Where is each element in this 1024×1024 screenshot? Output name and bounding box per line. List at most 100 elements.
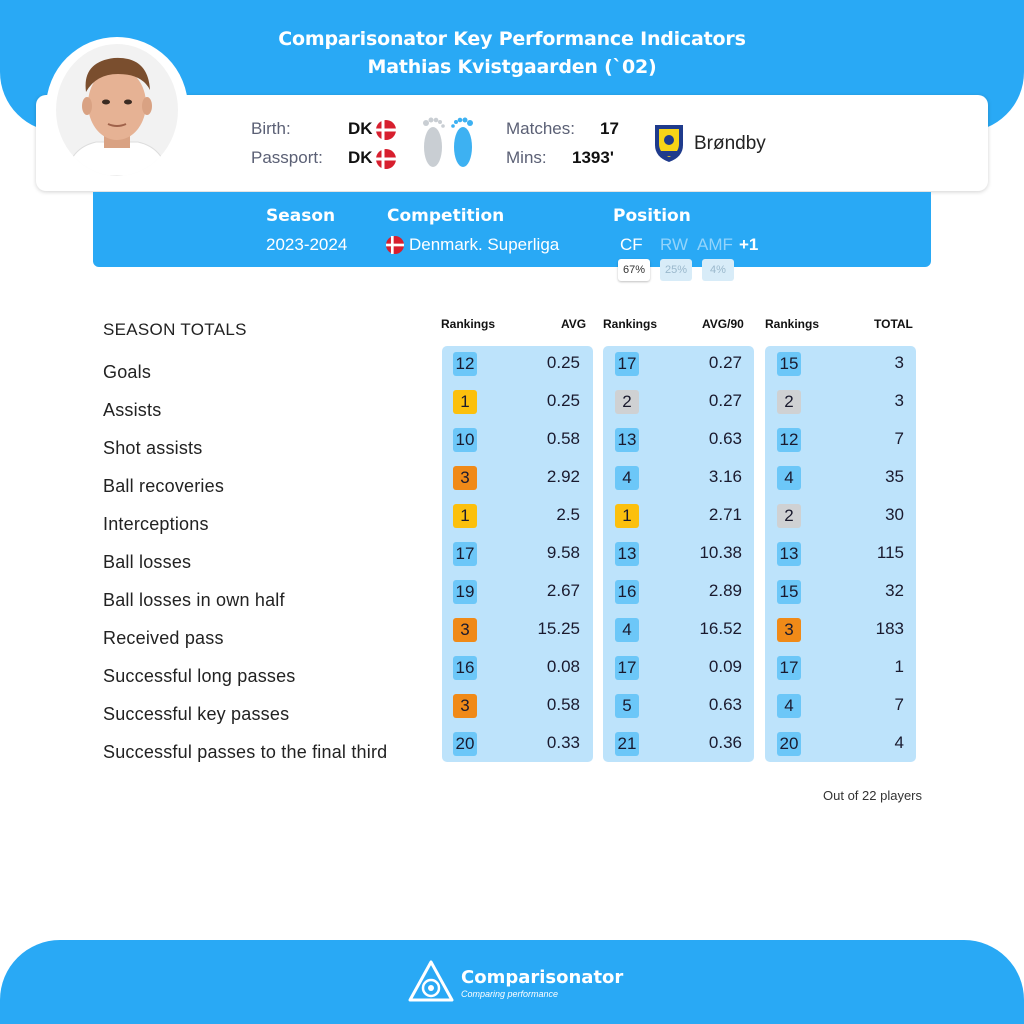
brand-name: Comparisonator xyxy=(461,967,624,988)
rank-avg: 1 xyxy=(453,390,477,414)
avg-value: 0.58 xyxy=(546,695,580,714)
avg-value: 15.25 xyxy=(537,619,580,638)
rank-avg: 17 xyxy=(453,542,477,566)
col-header-avg: AVG xyxy=(561,317,587,331)
denmark-flag-icon xyxy=(376,120,396,140)
stat-label: Ball losses xyxy=(103,552,192,572)
rank-avg90: 1 xyxy=(615,504,639,528)
rank-total: 3 xyxy=(777,618,801,642)
rank-avg90: 5 xyxy=(615,694,639,718)
mins-value: 1393' xyxy=(572,148,614,167)
competition-label: Competition xyxy=(387,206,505,226)
rank-avg90: 13 xyxy=(615,542,639,566)
rank-avg: 3 xyxy=(453,466,477,490)
avg90-value: 0.36 xyxy=(708,733,742,752)
rank-total: 2 xyxy=(777,504,801,528)
player-avatar xyxy=(56,44,178,176)
stat-label: Shot assists xyxy=(103,438,203,458)
avg-value: 2.5 xyxy=(556,505,580,524)
rank-total: 20 xyxy=(777,732,801,756)
stat-label: Ball losses in own half xyxy=(103,590,285,610)
rank-avg90: 21 xyxy=(615,732,639,756)
avg90-value: 0.27 xyxy=(708,353,742,372)
matches-value: 17 xyxy=(600,119,619,138)
rank-avg: 3 xyxy=(453,618,477,642)
col-header-rankings: Rankings xyxy=(603,317,658,331)
position-cf: CF xyxy=(620,235,643,254)
season-label: Season xyxy=(266,206,336,226)
total-value: 7 xyxy=(894,695,904,714)
avg-value: 0.25 xyxy=(546,353,580,372)
stat-label: Assists xyxy=(103,400,162,420)
feet-icon xyxy=(423,117,473,167)
rank-total: 4 xyxy=(777,466,801,490)
position-cf-pct: 67% xyxy=(618,259,650,281)
passport-label: Passport: xyxy=(251,148,323,167)
brondby-crest-icon xyxy=(655,125,683,162)
col-header-rankings: Rankings xyxy=(441,317,496,331)
footnote: Out of 22 players xyxy=(823,788,922,803)
total-value: 183 xyxy=(875,619,904,638)
rank-avg: 19 xyxy=(453,580,477,604)
position-amf: AMF xyxy=(697,235,733,254)
rank-total: 4 xyxy=(777,694,801,718)
total-value: 35 xyxy=(885,467,904,486)
avg90-value: 2.89 xyxy=(708,581,742,600)
total-value: 3 xyxy=(894,391,904,410)
passport-value: DK xyxy=(348,148,373,167)
total-value: 4 xyxy=(894,733,904,752)
avg-value: 0.08 xyxy=(546,657,580,676)
rank-total: 15 xyxy=(777,580,801,604)
avg-value: 9.58 xyxy=(546,543,580,562)
stat-label: Successful key passes xyxy=(103,704,290,724)
season-bar xyxy=(93,192,931,267)
col-header-total: TOTAL xyxy=(874,317,913,331)
stat-label: Received pass xyxy=(103,628,224,648)
rank-avg: 16 xyxy=(453,656,477,680)
stat-label: Interceptions xyxy=(103,514,209,534)
stat-label: Ball recoveries xyxy=(103,476,225,496)
rank-avg90: 4 xyxy=(615,618,639,642)
rank-avg: 10 xyxy=(453,428,477,452)
position-rw: RW xyxy=(660,235,689,254)
avg90-value: 0.27 xyxy=(708,391,742,410)
avg90-value: 16.52 xyxy=(699,619,742,638)
rank-avg90: 4 xyxy=(615,466,639,490)
competition-value: Denmark. Superliga xyxy=(409,235,560,254)
col-header-avg90: AVG/90 xyxy=(702,317,744,331)
denmark-flag-icon xyxy=(386,236,404,254)
position-amf-pct: 4% xyxy=(702,259,734,281)
total-value: 32 xyxy=(885,581,904,600)
rank-total: 13 xyxy=(777,542,801,566)
avg-value: 2.92 xyxy=(546,467,580,486)
rank-avg: 3 xyxy=(453,694,477,718)
total-value: 7 xyxy=(894,429,904,448)
avg90-value: 3.16 xyxy=(708,467,742,486)
avg-value: 0.33 xyxy=(546,733,580,752)
birth-label: Birth: xyxy=(251,119,291,138)
rank-avg: 20 xyxy=(453,732,477,756)
stat-label: Successful passes to the final third xyxy=(103,742,388,762)
total-value: 30 xyxy=(885,505,904,524)
birth-value: DK xyxy=(348,119,373,138)
rank-total: 2 xyxy=(777,390,801,414)
rank-avg90: 17 xyxy=(615,656,639,680)
matches-label: Matches: xyxy=(506,119,575,138)
position-more: +1 xyxy=(739,235,759,254)
total-value: 3 xyxy=(894,353,904,372)
avg90-value: 0.09 xyxy=(708,657,742,676)
avg90-value: 0.63 xyxy=(708,429,742,448)
rank-total: 12 xyxy=(777,428,801,452)
col-header-rankings: Rankings xyxy=(765,317,820,331)
comparisonator-logo-icon xyxy=(408,960,454,1002)
stat-label: Goals xyxy=(103,362,152,382)
mins-label: Mins: xyxy=(506,148,547,167)
club-name: Brøndby xyxy=(694,133,766,154)
total-value: 1 xyxy=(894,657,904,676)
position-label: Position xyxy=(613,206,691,226)
player-name-title: Mathias Kvistgaarden (`02) xyxy=(367,56,657,78)
rank-avg90: 17 xyxy=(615,352,639,376)
avg-value: 0.58 xyxy=(546,429,580,448)
section-title: SEASON TOTALS xyxy=(103,320,247,339)
avg90-value: 10.38 xyxy=(699,543,742,562)
